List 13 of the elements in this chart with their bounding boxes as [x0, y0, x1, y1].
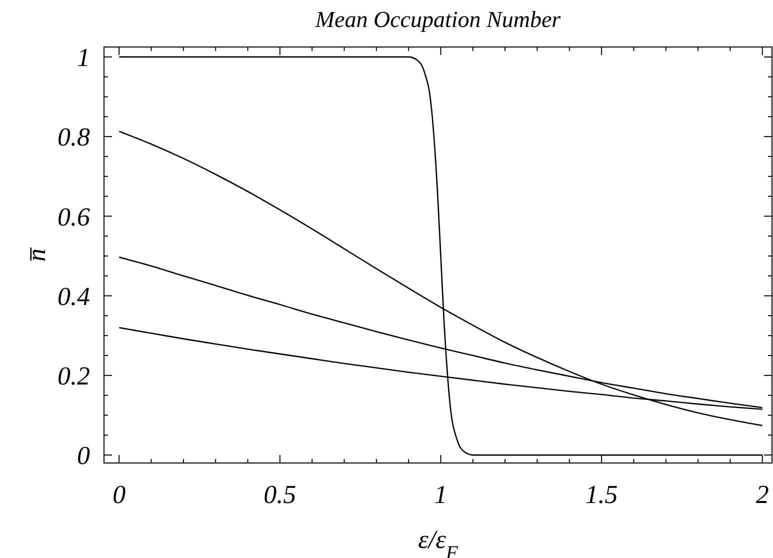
x-tick-label: 0.5: [264, 480, 296, 509]
x-tick-label: 1: [434, 480, 448, 509]
x-tick-label: 2: [756, 480, 769, 509]
y-tick-label: 0.4: [58, 282, 90, 311]
y-tick-label: 1: [77, 43, 90, 72]
y-tick-label: 0.6: [58, 202, 90, 232]
x-tick-label: 0: [112, 480, 126, 509]
y-tick-label: 0: [77, 441, 90, 470]
y-tick-label: 0.2: [58, 362, 90, 391]
chart-title: Mean Occupation Number: [314, 7, 562, 32]
y-tick-label: 0.8: [58, 122, 90, 152]
y-axis-title: n̅: [22, 247, 52, 262]
x-tick-label: 1.5: [585, 480, 618, 509]
